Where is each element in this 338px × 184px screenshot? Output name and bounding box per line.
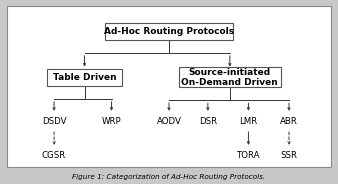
Text: CGSR: CGSR (42, 151, 66, 160)
Text: ABR: ABR (280, 117, 298, 126)
Text: AODV: AODV (156, 117, 182, 126)
Text: Figure 1: Categorization of Ad-Hoc Routing Protocols.: Figure 1: Categorization of Ad-Hoc Routi… (72, 174, 266, 180)
Text: Ad-Hoc Routing Protocols: Ad-Hoc Routing Protocols (104, 27, 234, 36)
FancyBboxPatch shape (179, 67, 281, 87)
Text: SSR: SSR (281, 151, 297, 160)
Text: DSDV: DSDV (42, 117, 66, 126)
Text: Source-initiated
On-Demand Driven: Source-initiated On-Demand Driven (182, 68, 278, 87)
Text: DSR: DSR (199, 117, 217, 126)
FancyBboxPatch shape (47, 69, 122, 86)
Text: TORA: TORA (237, 151, 260, 160)
Text: WRP: WRP (102, 117, 121, 126)
FancyBboxPatch shape (105, 23, 233, 40)
FancyBboxPatch shape (7, 6, 331, 167)
Text: Table Driven: Table Driven (53, 73, 116, 82)
Text: LMR: LMR (239, 117, 258, 126)
